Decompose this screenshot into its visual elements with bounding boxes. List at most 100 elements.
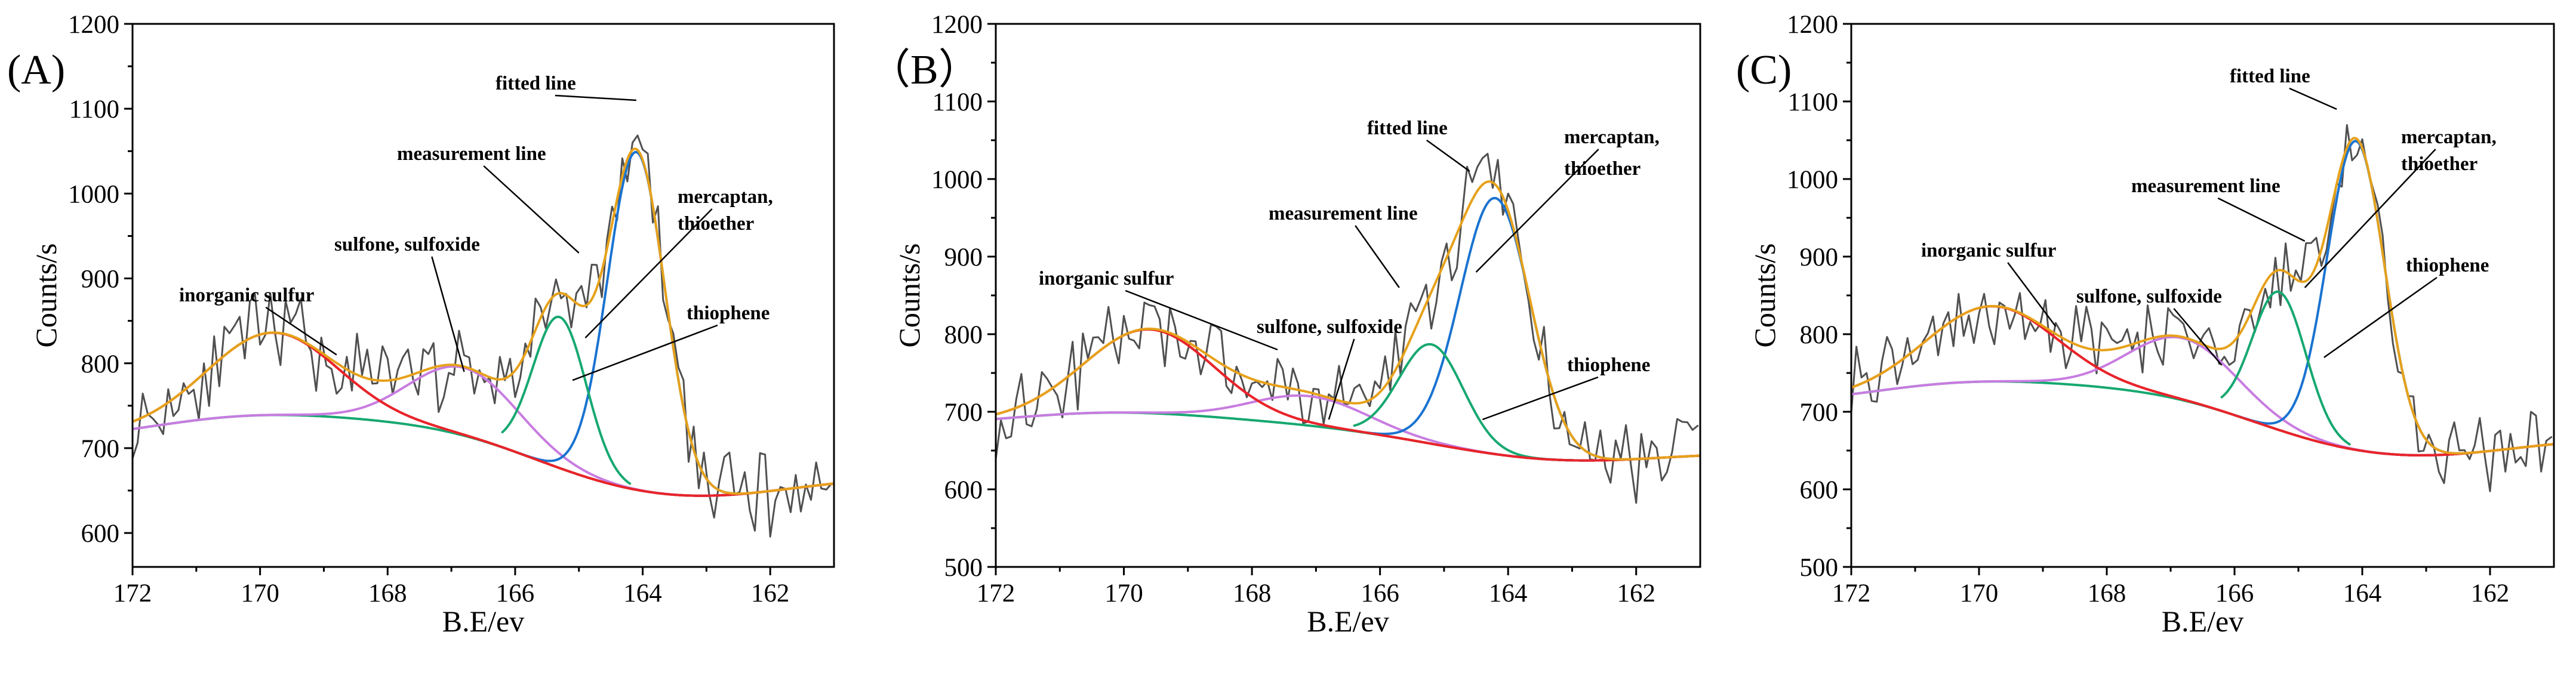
annotation-leader [555,94,636,101]
annotation: measurement line [1269,203,1418,224]
annotation: thiophene [2406,255,2489,276]
x-tick-label: 162 [2471,579,2510,608]
annotation-leader [2304,149,2436,288]
y-tick-label: 600 [1800,476,1839,504]
annotation-leader [1426,139,1470,172]
x-tick-label: 168 [2088,579,2126,608]
series-measurement-line [1851,124,2553,492]
annotation: thioether [678,213,754,235]
annotation-leader [265,306,337,356]
series-background [1135,328,1700,462]
y-tick-label: 1000 [931,166,983,194]
y-axis-label: Counts/s [1748,243,1781,347]
panel-letter: （B） [869,47,980,93]
annotation-leader [572,324,718,381]
annotation: measurement line [397,143,546,165]
annotation: fitted line [2230,66,2310,87]
series-inorganic-sulfur [133,331,834,497]
axes-frame [995,23,1701,568]
annotation-leader [1125,289,1278,351]
annotation-leader [2173,308,2223,366]
panel-3: (C) 172 170 168 166 164 162 500 600 700 800 900 1000… [1736,11,2555,638]
x-tick-label: 170 [1104,579,1143,608]
x-axis-label: B.E/ev [1307,605,1389,638]
annotation: mercaptan, [678,186,773,208]
annotation: fitted line [1367,118,1448,139]
series-fitted-line [996,180,1700,461]
annotation: measurement line [2131,175,2280,197]
series-inorganic-sulfur [1851,305,2554,457]
series-sulfone-sulfoxide [1851,335,2460,457]
annotation: thioether [1564,158,1641,180]
x-tick-label: 166 [2215,579,2254,608]
panel-letter: (C) [1736,47,1792,93]
y-tick-label: 1200 [1787,11,1838,39]
annotation: inorganic sulfur [179,285,314,306]
series-fitted-line [133,147,834,495]
y-tick-label: 900 [1800,243,1839,272]
series-thiophene [2220,290,2351,446]
x-tick-label: 166 [1361,579,1399,608]
x-tick-label: 162 [1617,579,1655,608]
y-tick-label: 1100 [932,88,983,116]
series-sulfone-sulfoxide [133,365,740,497]
annotation-leader [1482,376,1599,421]
annotation-leader [2323,276,2437,359]
annotation-leader [1328,338,1355,420]
series-thiophene [501,315,632,485]
x-tick-label: 172 [113,579,152,608]
x-tick-label: 172 [977,579,1015,608]
y-tick-label: 800 [1800,321,1839,349]
annotation-leader [584,208,713,338]
y-tick-label: 1200 [68,11,119,39]
y-tick-label: 500 [944,554,983,582]
panel-1: (A) 172 170 168 166 164 162 600 700 800 900 1000 110… [7,11,835,638]
series-background [1990,305,2554,457]
y-tick-label: 700 [1800,399,1839,427]
annotation: fitted line [495,73,576,94]
y-tick-label: 600 [944,476,983,504]
series-background [272,331,834,497]
annotation: inorganic sulfur [1921,240,2056,261]
x-tick-label: 168 [368,579,407,608]
annotation-leader [1355,225,1400,288]
x-tick-label: 166 [496,579,535,608]
panel-letter: (A) [7,47,65,93]
x-tick-label: 170 [1960,579,1999,608]
annotation: sulfone, sulfoxide [2076,286,2222,307]
series-fitted-line [1851,137,2554,455]
y-tick-label: 1200 [931,11,983,39]
x-tick-label: 164 [2343,579,2382,608]
annotation-leader [2289,87,2337,110]
y-axis-label: Counts/s [29,243,63,347]
y-tick-label: 700 [944,399,983,427]
plot-area [996,153,1700,504]
y-tick-label: 500 [1800,554,1839,582]
y-tick-label: 1000 [1787,166,1838,194]
x-tick-label: 164 [623,579,662,608]
x-axis-label: B.E/ev [2162,605,2243,638]
panel-2: （B） 172 170 168 166 164 162 500 600 700 800 900 1000… [869,11,1701,638]
y-tick-label: 800 [81,350,120,378]
annotation: thiophene [687,303,770,324]
plot-area [1851,124,2554,492]
x-tick-label: 172 [1832,579,1871,608]
x-axis-label: B.E/ev [442,605,524,638]
y-tick-label: 1000 [68,180,119,208]
x-tick-label: 164 [1489,579,1528,608]
series-measurement-line [996,153,1699,504]
annotation-leader [483,165,580,254]
y-tick-label: 800 [944,321,983,349]
y-tick-label: 700 [81,435,120,463]
y-tick-label: 1100 [69,95,119,124]
annotation: mercaptan, [1564,127,1660,148]
annotation-leader [431,256,465,372]
y-tick-label: 900 [944,243,983,272]
annotation: thioether [2401,153,2477,175]
x-tick-label: 168 [1233,579,1272,608]
annotation-leader [2007,262,2057,327]
y-tick-label: 1100 [1788,88,1838,116]
plot-area [133,134,834,538]
annotation-leader [1475,149,1599,273]
